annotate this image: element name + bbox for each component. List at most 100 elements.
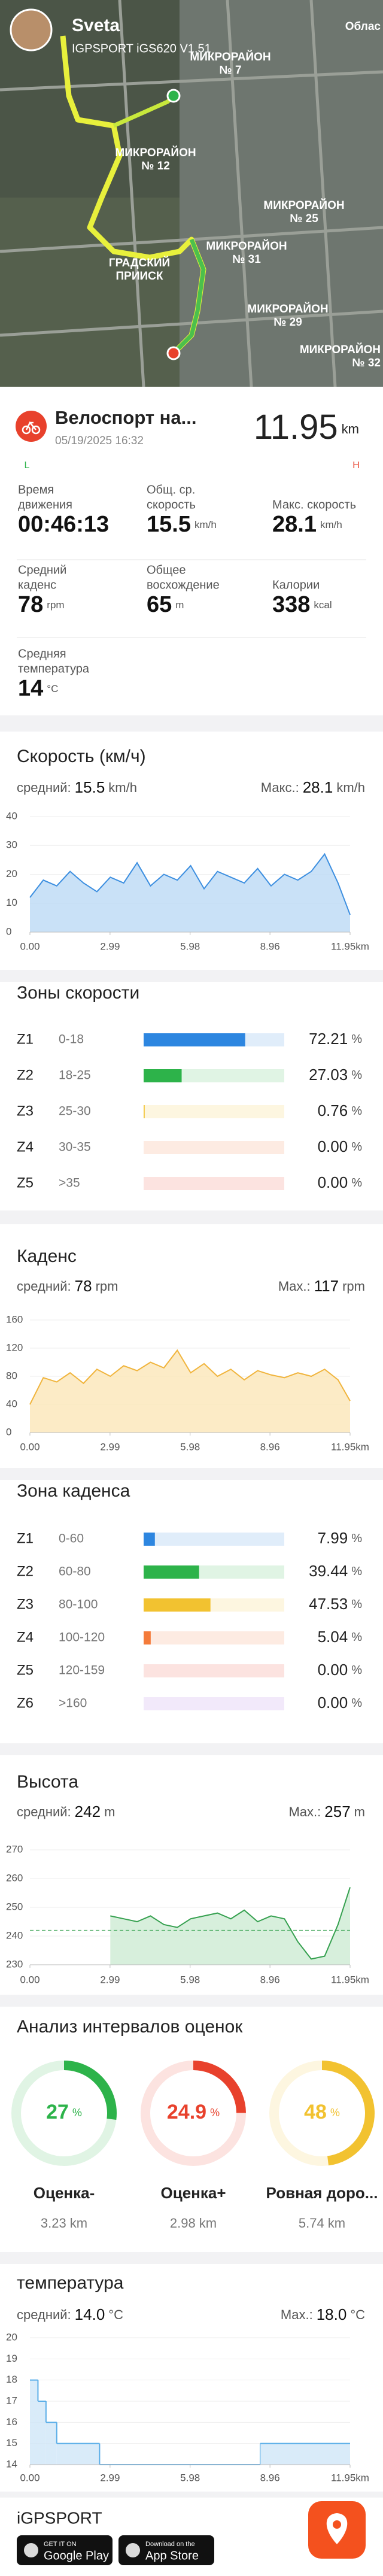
zone-range: 120-159 [59, 1664, 105, 1677]
device-name: IGPSPORT iGS620 V1.51 [72, 42, 211, 55]
stat-value-part: km/h [320, 519, 342, 530]
stat-value: 78 rpm [18, 592, 65, 617]
zone-track [144, 1177, 284, 1190]
stat-value: 14 °C [18, 676, 58, 701]
zone-name: Z3 [17, 1103, 34, 1119]
zone-bar [144, 1033, 245, 1046]
stat-label: Средняя [18, 647, 66, 660]
zone-pct-part: 7.99 [318, 1529, 348, 1547]
y-tick-label: 16 [6, 2416, 17, 2428]
avg-text-part: средний: [17, 2307, 71, 2322]
donut-arc [193, 2061, 246, 2113]
activity-distance-part: km [342, 421, 359, 436]
store-badge [118, 2535, 214, 2565]
zone-pct: 0.00% [318, 1661, 363, 1679]
map-label: № 25 [290, 213, 318, 225]
x-tick-label: 2.99 [100, 1974, 120, 1985]
activity-icon [16, 411, 47, 442]
zone-range: 60-80 [59, 1565, 91, 1579]
x-tick-label: 0.00 [20, 2472, 39, 2483]
zones-title: Зоны скорости [17, 983, 139, 1003]
max-text: Макс.: 28.1 km/h [261, 778, 365, 796]
max-text: Max.: 117 rpm [278, 1277, 365, 1295]
map-label: № 12 [141, 160, 170, 172]
donut-pct-part: 48 [304, 2101, 327, 2123]
map: Sveta IGPSPORT iGS620 V1.51 [0, 0, 383, 387]
donut-pct-part: % [210, 2107, 220, 2119]
stat-label: Общее [147, 563, 186, 577]
store-badge [17, 2535, 113, 2565]
y-tick-label: 0 [6, 926, 11, 937]
max-text-part: m [354, 1804, 365, 1819]
x-tick-label: 2.99 [100, 940, 120, 952]
x-tick-label: 5.98 [180, 2472, 200, 2483]
avg-text-part: rpm [96, 1279, 118, 1294]
badge-small: GET IT ON [44, 2541, 77, 2548]
donut-pct: 27% [46, 2101, 82, 2123]
zone-pct: 72.21% [309, 1030, 362, 1048]
donut-name: Ровная доро... [266, 2184, 378, 2202]
zone-pct-part: 0.76 [318, 1102, 348, 1119]
activity-distance: 11.95 km [254, 408, 359, 447]
max-text-part: Max.: [288, 1804, 321, 1819]
zone-pct: 0.00% [318, 1137, 363, 1155]
zone-pct-part: 0.00 [318, 1661, 348, 1679]
badge-logo [24, 2543, 38, 2557]
donut-arc [321, 2061, 375, 2166]
x-tick-label: 11.95km [331, 2472, 369, 2483]
zone-bar [144, 1598, 211, 1612]
stat-value-part: 14 [18, 676, 43, 701]
zone-pct: 5.04% [318, 1628, 363, 1646]
zone-name: Z4 [17, 1629, 34, 1645]
zone-range: >160 [59, 1697, 87, 1710]
donut-distance-part: 3.23 [41, 2216, 66, 2231]
brand: iGPSPORT [17, 2508, 102, 2527]
y-tick-label: 10 [6, 897, 17, 908]
area-fill [30, 854, 350, 932]
max-text-part: rpm [342, 1279, 365, 1294]
avg-text: средний: 14.0 °C [17, 2305, 123, 2323]
area-fill [30, 1350, 350, 1433]
donut-distance: 3.23 km [41, 2216, 87, 2231]
map-label: ГРАДСКИЙ [109, 256, 170, 269]
x-tick-label: 5.98 [180, 940, 200, 952]
stat-value: 65 m [147, 592, 184, 617]
avg-text-part: средний: [17, 780, 71, 795]
donut-arc [63, 2061, 117, 2120]
data-line [29, 852, 351, 915]
area-fill [110, 1887, 350, 1965]
zone-bar [144, 1069, 182, 1082]
zone-track [144, 1533, 284, 1546]
y-tick-label: 20 [6, 2331, 17, 2343]
zone-track [144, 1664, 284, 1677]
zone-pct: 0.76% [318, 1102, 363, 1119]
zone-pct-part: % [351, 1532, 362, 1545]
zone-pct-part: % [351, 1033, 362, 1046]
stat-value-part: 15.5 [147, 512, 191, 537]
stat-value-part: kcal [314, 599, 332, 611]
donut-name: Оценка- [34, 2184, 95, 2202]
zone-track [144, 1141, 284, 1154]
stat-value: 15.5 km/h [147, 512, 217, 537]
chart-title: Высота [17, 1772, 78, 1792]
avg-text-part: средний: [17, 1804, 71, 1819]
max-text-part: km/h [336, 780, 365, 795]
donut-pct-part: 27 [46, 2101, 69, 2123]
max-text-part: °C [350, 2307, 365, 2322]
stat-value-part: km/h [194, 519, 217, 530]
zone-pct-part: % [351, 1069, 362, 1082]
user-name: Sveta [72, 16, 120, 35]
stat-value-part: rpm [47, 599, 64, 611]
avg-text-part: 15.5 [75, 778, 105, 796]
y-tick-label: 120 [6, 1342, 23, 1353]
card [0, 732, 383, 970]
y-tick-label: 19 [6, 2353, 17, 2364]
stat-value-part: m [175, 599, 184, 611]
badge-big: Google Play [44, 2549, 109, 2562]
zone-name: Z5 [17, 1662, 34, 1678]
step-fill [260, 2443, 350, 2465]
map-label: № 31 [232, 253, 261, 266]
badge-small: Download on the [145, 2541, 195, 2548]
